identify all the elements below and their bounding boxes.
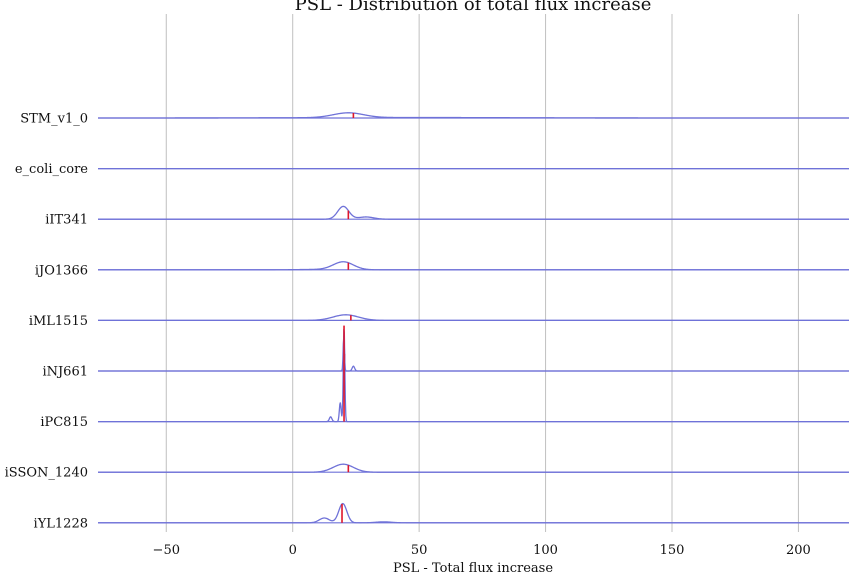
row-label: STM_v1_0 — [20, 112, 88, 127]
row-label: iNJ661 — [42, 365, 88, 380]
row-label: iIT341 — [45, 213, 88, 228]
density-curve — [98, 463, 849, 473]
row-label: iPC815 — [40, 415, 88, 430]
density-curve — [98, 502, 849, 524]
x-tick-labels: −50 0 50 100 150 200 — [153, 543, 811, 558]
x-axis-title: PSL - Total flux increase — [393, 561, 553, 576]
density-curve — [98, 335, 849, 372]
density-ridges — [98, 112, 849, 524]
x-tick-label: 0 — [289, 543, 297, 558]
row-labels: STM_v1_0 e_coli_core iIT341 iJO1366 iML1515 i… — [5, 112, 89, 532]
chart-title: PSL - Distribution of total flux increas… — [295, 0, 652, 15]
row-label: iYL1228 — [34, 516, 88, 531]
x-tick-label: 200 — [786, 543, 811, 558]
x-tick-label: 100 — [533, 543, 558, 558]
density-curve — [98, 261, 849, 271]
row-label: iJO1366 — [35, 263, 88, 278]
density-curve — [98, 329, 849, 423]
row-label: e_coli_core — [15, 162, 88, 177]
density-curve — [98, 112, 849, 119]
x-tick-label: 150 — [660, 543, 685, 558]
row-label: iML1515 — [29, 314, 88, 329]
row-label: iSSON_1240 — [5, 466, 88, 481]
x-tick-label: −50 — [153, 543, 180, 558]
density-curve — [98, 205, 849, 220]
density-curve — [98, 314, 849, 322]
vertical-gridlines — [165, 14, 799, 532]
x-tick-label: 50 — [411, 543, 428, 558]
